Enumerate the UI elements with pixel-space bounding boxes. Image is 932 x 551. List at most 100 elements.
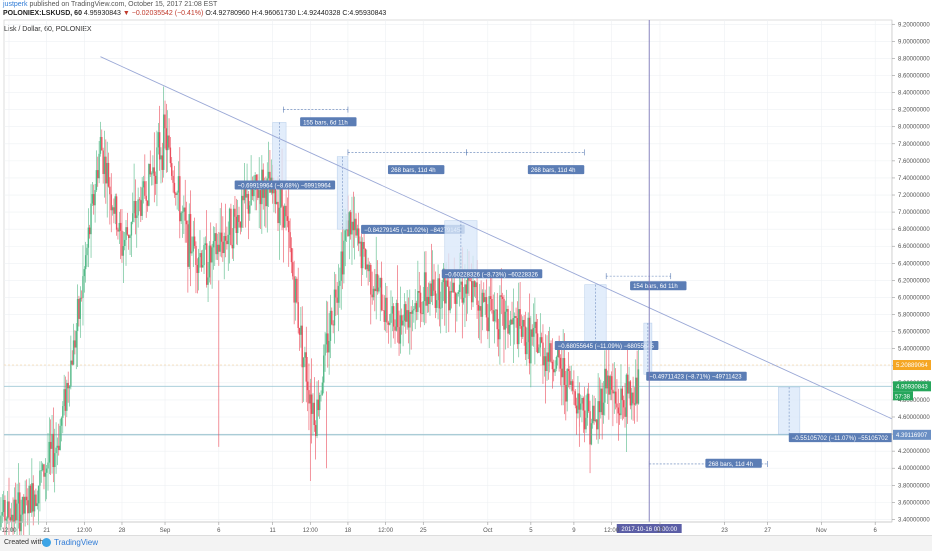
candle-body bbox=[106, 163, 107, 183]
candle-body bbox=[288, 221, 289, 232]
candle-body bbox=[30, 486, 31, 513]
candle-body bbox=[561, 369, 562, 378]
candle-body bbox=[74, 340, 75, 347]
candle-body bbox=[154, 167, 155, 175]
candle-body bbox=[24, 497, 25, 514]
candle-body bbox=[136, 215, 137, 217]
candle-body bbox=[636, 378, 637, 404]
candle-body bbox=[369, 265, 370, 271]
candle-body bbox=[532, 329, 533, 336]
candle-body bbox=[104, 157, 105, 174]
y-tick-label: 8.80000000 bbox=[898, 56, 930, 62]
candle-body bbox=[209, 246, 210, 278]
candle-body bbox=[593, 406, 594, 421]
candle-body bbox=[358, 228, 359, 243]
candle-body bbox=[26, 497, 27, 500]
candle-body bbox=[283, 207, 284, 228]
x-tick-label: Oct bbox=[483, 528, 493, 534]
candle-body bbox=[88, 228, 89, 248]
candle-body bbox=[189, 214, 190, 267]
candle-body bbox=[172, 176, 173, 183]
candle-body bbox=[279, 208, 280, 223]
candle-body bbox=[513, 318, 514, 324]
x-tick-label: 11 bbox=[270, 528, 277, 534]
candle-body bbox=[280, 187, 281, 207]
candle-body bbox=[221, 233, 222, 242]
candle-body bbox=[456, 294, 457, 304]
candle-body bbox=[409, 312, 410, 328]
candle-body bbox=[554, 369, 555, 373]
candle-body bbox=[234, 209, 235, 217]
candle-body bbox=[199, 253, 200, 257]
candle-body bbox=[521, 326, 522, 337]
candle-body bbox=[289, 232, 290, 248]
candle-body bbox=[190, 214, 191, 253]
candle-body bbox=[276, 202, 277, 204]
candle-body bbox=[57, 446, 58, 448]
candle-body bbox=[242, 196, 243, 200]
candle-body bbox=[433, 279, 434, 290]
candle-body bbox=[451, 291, 452, 292]
candle-body bbox=[2, 512, 3, 516]
candle-body bbox=[229, 209, 230, 235]
price-axis[interactable]: 9.200000009.000000008.800000008.60000000… bbox=[892, 20, 932, 523]
y-tick-label: 8.20000000 bbox=[898, 108, 930, 114]
candle-body bbox=[175, 194, 176, 195]
y-tick-label: 7.80000000 bbox=[898, 142, 930, 148]
x-tick-label: 18 bbox=[345, 528, 352, 534]
chart-canvas[interactable]: Lisk / Dollar, 60, POLONIEX 155 bars, 6d… bbox=[0, 0, 932, 535]
candle-body bbox=[562, 358, 563, 377]
candle-body bbox=[503, 299, 504, 330]
candle-body bbox=[462, 282, 463, 303]
candle-body bbox=[4, 500, 5, 521]
candle-body bbox=[23, 497, 24, 514]
candle-body bbox=[3, 500, 4, 512]
candle-body bbox=[117, 230, 118, 232]
candle-body bbox=[37, 503, 38, 506]
candle-body bbox=[210, 246, 211, 263]
candle-body bbox=[62, 406, 63, 418]
candle-body bbox=[98, 154, 99, 178]
candle-body bbox=[20, 515, 21, 532]
candle-body bbox=[527, 318, 528, 342]
candle-body bbox=[319, 395, 320, 410]
y-tick-label: 9.20000000 bbox=[898, 22, 930, 28]
candle-body bbox=[600, 389, 601, 413]
candle-body bbox=[93, 194, 94, 205]
candle-body bbox=[69, 386, 70, 388]
candle-body bbox=[488, 296, 489, 331]
candle-body bbox=[480, 306, 481, 317]
candle-body bbox=[129, 236, 130, 239]
candle-body bbox=[388, 323, 389, 325]
candle-body bbox=[392, 306, 393, 313]
candle-body bbox=[206, 243, 207, 284]
candle-body bbox=[343, 241, 344, 275]
candle-body bbox=[435, 291, 436, 308]
candle-body bbox=[105, 157, 106, 184]
created-with-text: Created with bbox=[4, 539, 43, 546]
candle-body bbox=[556, 357, 557, 369]
candle-body bbox=[410, 312, 411, 314]
candle-body bbox=[300, 326, 301, 335]
candle-body bbox=[412, 310, 413, 313]
candle-body bbox=[420, 293, 421, 314]
change-label: −0.60228326 (−8.73%) −60228326 bbox=[445, 272, 539, 278]
x-tick-label: 25 bbox=[420, 528, 427, 534]
candle-body bbox=[178, 176, 179, 192]
candle-body bbox=[53, 434, 54, 467]
candle-body bbox=[167, 136, 168, 151]
candle-body bbox=[73, 340, 74, 364]
candle-body bbox=[67, 383, 68, 388]
candle-body bbox=[470, 281, 471, 282]
tradingview-brand[interactable]: TradingView bbox=[54, 538, 98, 547]
y-tick-label: 8.00000000 bbox=[898, 125, 930, 131]
candle-body bbox=[131, 222, 132, 236]
candle-body bbox=[367, 264, 368, 271]
candle-body bbox=[284, 206, 285, 228]
candle-body bbox=[479, 306, 480, 311]
candle-body bbox=[202, 265, 203, 267]
candle-body bbox=[584, 410, 585, 429]
candle-body bbox=[308, 390, 309, 403]
candle-body bbox=[510, 319, 511, 324]
